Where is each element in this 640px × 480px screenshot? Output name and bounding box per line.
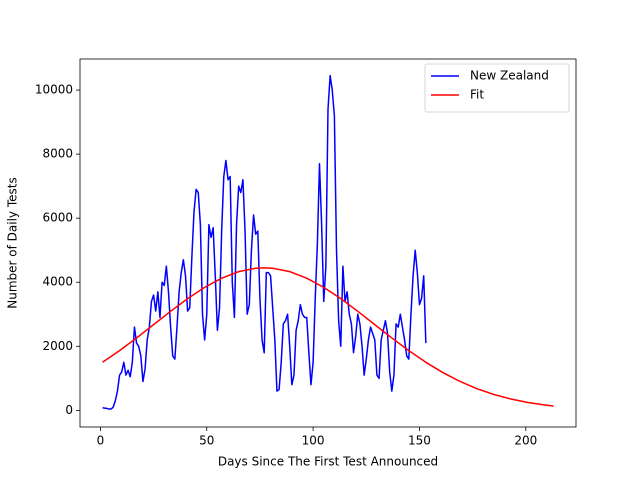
x-tick-label: 0: [97, 434, 105, 448]
y-tick-label: 8000: [42, 147, 73, 161]
y-tick-label: 4000: [42, 275, 73, 289]
x-tick-label: 150: [408, 434, 431, 448]
y-tick-label: 0: [65, 403, 73, 417]
y-tick-label: 6000: [42, 211, 73, 225]
legend-label: Fit: [470, 88, 484, 102]
legend-label: New Zealand: [470, 69, 549, 83]
x-tick-label: 200: [514, 434, 537, 448]
x-tick-label: 50: [199, 434, 214, 448]
legend-box: [424, 63, 570, 113]
axes-frame: [79, 58, 577, 428]
y-axis-label: Number of Daily Tests: [6, 177, 20, 308]
series-line: [102, 267, 554, 407]
series-line: [102, 74, 427, 410]
y-tick-label: 2000: [42, 339, 73, 353]
y-tick-label: 10000: [35, 83, 73, 97]
x-axis-label: Days Since The First Test Announced: [218, 455, 438, 469]
x-tick-label: 100: [302, 434, 325, 448]
